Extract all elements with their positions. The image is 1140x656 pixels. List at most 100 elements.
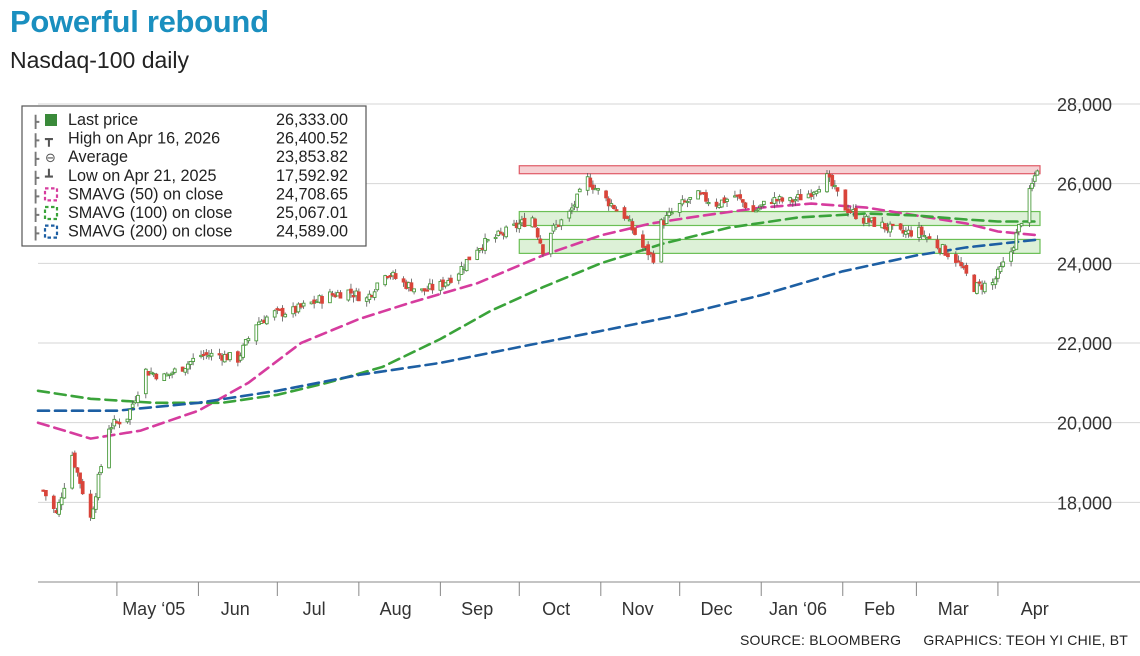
candle-body	[217, 353, 222, 356]
candle-body	[88, 493, 93, 518]
candle-body	[882, 223, 887, 230]
candle-body	[393, 273, 398, 279]
candle-body	[591, 184, 595, 190]
legend-bracket-glyph: ┣	[32, 188, 40, 203]
moving-average-line	[36, 238, 1042, 413]
y-tick-label: 28,000	[1057, 95, 1112, 115]
legend-label: SMAVG (50) on close	[68, 185, 223, 203]
candle-body	[349, 288, 353, 294]
candle-body	[725, 198, 729, 202]
candle-body	[456, 273, 461, 281]
candle-body	[606, 198, 611, 207]
candle-body	[577, 188, 582, 193]
candle-body	[499, 231, 503, 234]
candle-body	[517, 223, 522, 230]
candle-body	[570, 207, 574, 211]
candle-body	[449, 277, 453, 283]
candle-body	[646, 244, 650, 256]
candle-body	[888, 223, 892, 233]
candle-body	[998, 266, 1003, 273]
candle-body	[706, 202, 711, 205]
candle-body	[793, 199, 798, 202]
candle-body	[872, 216, 877, 227]
candle-body	[191, 357, 196, 362]
candle-body	[44, 490, 48, 497]
candle-body	[953, 254, 958, 263]
candle-body	[1032, 175, 1037, 182]
legend-label: Last price	[68, 111, 138, 129]
candle-body	[743, 202, 748, 209]
legend-label: Average	[68, 148, 128, 166]
x-tick-label: Jul	[303, 599, 326, 619]
candle-body	[898, 223, 903, 230]
candle-body	[464, 259, 469, 272]
candle-body	[833, 184, 837, 188]
y-tick-label: 20,000	[1057, 414, 1112, 434]
x-tick-label: Oct	[542, 599, 570, 619]
candle-body	[1009, 251, 1013, 262]
candle-body	[651, 253, 656, 263]
candle-body	[982, 282, 987, 293]
candle-body	[1019, 223, 1024, 227]
candle-body	[62, 487, 67, 499]
candle-body	[993, 278, 998, 285]
candle-body	[128, 408, 132, 420]
candle-body	[835, 187, 840, 192]
candle-body	[775, 199, 779, 202]
candle-body	[927, 236, 932, 239]
candle-body	[201, 353, 206, 357]
candle-body	[798, 194, 803, 201]
legend-value: 24,589.00	[276, 223, 348, 241]
candle-body	[909, 230, 913, 237]
candle-body	[1027, 188, 1032, 224]
candle-body	[685, 200, 690, 204]
candle-body	[1001, 261, 1006, 267]
legend-bracket-glyph: ┣	[32, 114, 40, 129]
legend-bracket-glyph: ┣	[32, 170, 40, 185]
candle-body	[475, 249, 480, 260]
candle-body	[843, 189, 848, 211]
candle-body	[94, 496, 98, 510]
legend-box	[21, 105, 367, 247]
candle-body	[412, 288, 416, 293]
candle-body	[338, 292, 343, 299]
candle-body	[788, 197, 793, 202]
candle-body	[1030, 182, 1034, 189]
legend-marker-glyph: ┻	[44, 169, 53, 185]
candle-body	[756, 207, 761, 211]
candle-body	[648, 252, 653, 255]
candle-body	[977, 281, 982, 284]
candle-body	[1017, 223, 1021, 233]
candle-body	[372, 291, 377, 298]
candle-body	[143, 368, 148, 395]
candle-body	[704, 192, 708, 202]
candle-body	[401, 278, 406, 283]
chart-subtitle: Nasdaq-100 daily	[10, 47, 190, 73]
candle-body	[677, 203, 682, 213]
x-tick-label: Sep	[461, 599, 493, 619]
candle-body	[183, 367, 188, 373]
candle-body	[78, 472, 82, 484]
candle-body	[825, 173, 829, 193]
candle-body	[204, 352, 209, 355]
legend-value: 17,592.92	[276, 167, 348, 185]
candle-body	[641, 234, 645, 248]
candle-body	[659, 219, 664, 263]
candle-body	[280, 307, 285, 317]
candle-body	[1014, 232, 1019, 250]
legend-label: High on Apr 16, 2026	[68, 130, 220, 148]
legend-bracket-glyph: ┣	[32, 151, 40, 166]
legend-label: SMAVG (100) on close	[68, 204, 232, 222]
candle-body	[425, 289, 430, 292]
legend-bracket-glyph: ┣	[32, 226, 40, 241]
candle-body	[209, 352, 214, 357]
candle-body	[996, 268, 1000, 279]
candle-body	[567, 210, 572, 219]
candle-body	[172, 368, 177, 373]
candle-body	[383, 275, 387, 286]
candle-body	[751, 205, 756, 212]
candle-body	[854, 207, 858, 220]
legend-value: 26,400.52	[276, 130, 348, 148]
candle-body	[246, 338, 251, 342]
candle-body	[430, 283, 435, 291]
